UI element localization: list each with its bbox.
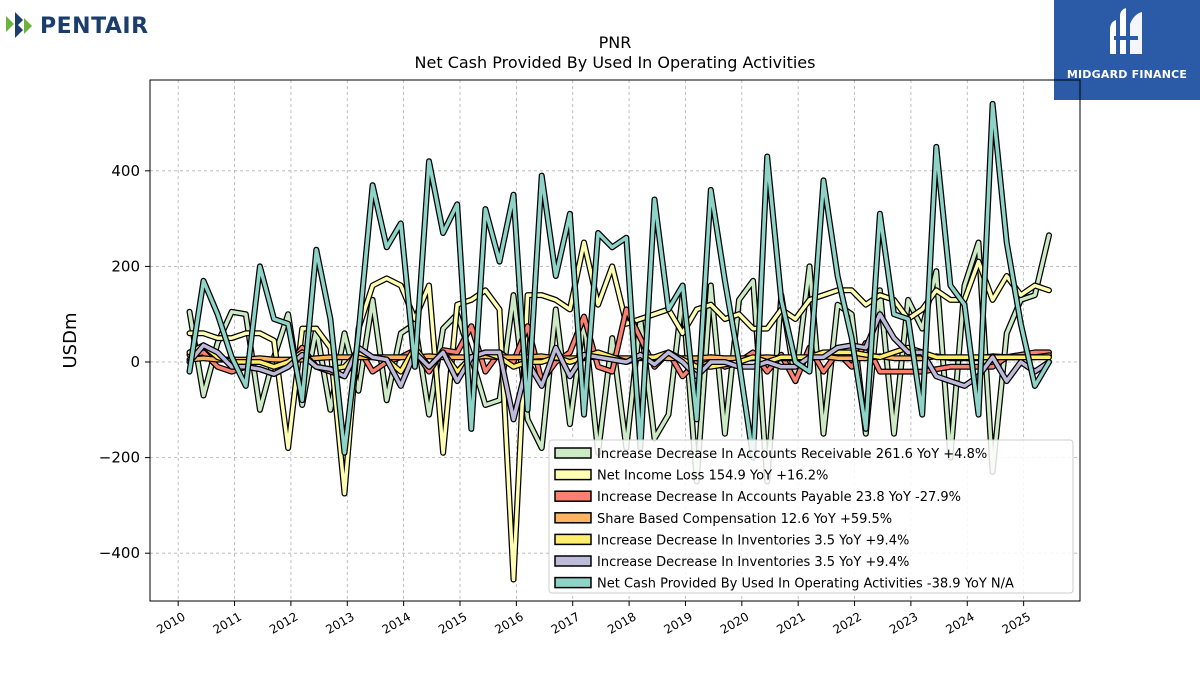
plot-frame (149, 79, 1081, 602)
chart-subtitle: Net Cash Provided By Used In Operating A… (415, 53, 816, 72)
pentair-mark-icon (6, 12, 32, 38)
x-tick-label: 2024 (943, 609, 976, 636)
series-line-7 (186, 100, 1052, 461)
legend-label: Share Based Compensation 12.6 YoY +59.5% (597, 512, 892, 527)
legend-item: Share Based Compensation 12.6 YoY +59.5% (554, 512, 892, 527)
y-tick-label: −400 (99, 544, 140, 562)
legend-item: Increase Decrease In Inventories 3.5 YoY… (554, 533, 909, 548)
series-layer (186, 100, 1052, 583)
y-tick-label: 0 (130, 353, 140, 371)
legend-label: Net Income Loss 154.9 YoY +16.2% (597, 469, 828, 484)
legend-label: Net Cash Provided By Used In Operating A… (597, 577, 1014, 592)
legend-label: Increase Decrease In Inventories 3.5 YoY… (597, 533, 909, 548)
x-tick-label: 2011 (211, 609, 244, 636)
x-tick-label: 2018 (605, 609, 638, 636)
legend-item: Increase Decrease In Inventories 3.5 YoY… (554, 555, 909, 570)
x-tick-label: 2015 (436, 609, 469, 636)
series-line-6 (186, 311, 1052, 423)
x-tick-label: 2017 (549, 609, 582, 636)
x-tick-label: 2012 (267, 609, 300, 636)
midgard-finance-logo: MIDGARD FINANCE (1054, 0, 1200, 100)
x-tick-label: 2014 (380, 609, 413, 636)
legend-swatch (554, 555, 592, 567)
legend-swatch (554, 447, 592, 459)
legend-swatch (554, 512, 592, 524)
legend-swatch (554, 490, 592, 502)
x-tick-label: 2019 (662, 609, 695, 636)
pentair-logo: PENTAIR (4, 6, 174, 44)
x-tick-label: 2013 (323, 609, 356, 636)
x-tick-label: 2020 (718, 609, 751, 636)
legend-item: Net Income Loss 154.9 YoY +16.2% (554, 468, 828, 484)
legend-label: Increase Decrease In Inventories 3.5 YoY… (597, 555, 909, 570)
y-tick-label: 400 (111, 162, 140, 180)
x-tick-label: 2023 (887, 609, 920, 636)
series-stroke (187, 312, 1051, 422)
midgard-logo-text: MIDGARD FINANCE (1066, 68, 1188, 81)
legend-item: Net Cash Provided By Used In Operating A… (554, 576, 1014, 592)
x-tick-label: 2025 (1000, 609, 1033, 636)
legend-item: Increase Decrease In Accounts Receivable… (554, 447, 987, 462)
legend-swatch (554, 468, 592, 481)
legend-label: Increase Decrease In Accounts Receivable… (597, 447, 987, 462)
x-tick-label: 2010 (154, 609, 187, 636)
y-axis-label: USDm (60, 313, 81, 369)
y-tick-label: 200 (111, 257, 140, 275)
legend: Increase Decrease In Accounts Receivable… (548, 439, 1074, 594)
x-tick-label: 2016 (492, 609, 525, 636)
midgard-mark-icon (1110, 8, 1142, 54)
pentair-logo-text: PENTAIR (40, 14, 149, 39)
x-tick-label: 2021 (774, 609, 807, 636)
series-stroke (187, 102, 1051, 460)
legend-box (548, 439, 1074, 594)
y-tick-label: −200 (99, 449, 140, 467)
legend-swatch (554, 533, 592, 546)
legend-item: Increase Decrease In Accounts Payable 23… (554, 490, 961, 505)
legend-swatch (554, 576, 592, 589)
legend-label: Increase Decrease In Accounts Payable 23… (597, 490, 961, 505)
x-tick-label: 2022 (831, 609, 864, 636)
chart-title: PNR (599, 33, 632, 52)
